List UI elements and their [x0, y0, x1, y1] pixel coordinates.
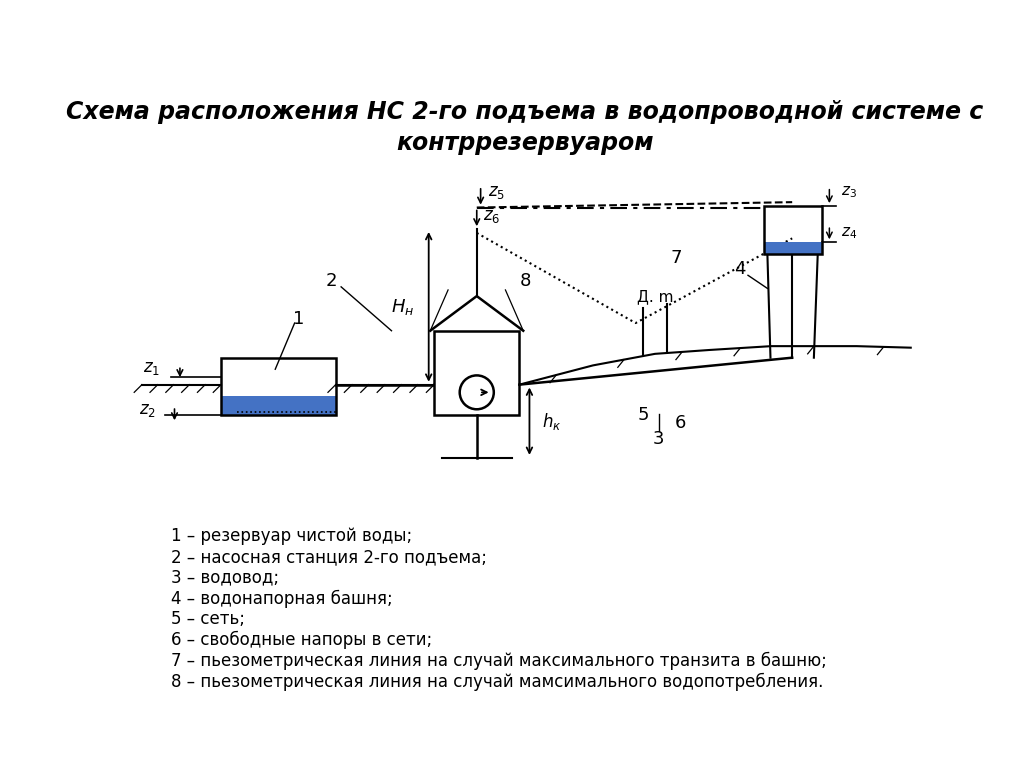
- Text: 3: 3: [653, 430, 665, 447]
- Text: 5: 5: [638, 407, 649, 424]
- Text: Схема расположения НС 2-го подъема в водопроводной системе с: Схема расположения НС 2-го подъема в вод…: [67, 100, 983, 123]
- Text: 5 – сеть;: 5 – сеть;: [171, 611, 245, 628]
- Text: $z_1$: $z_1$: [142, 359, 160, 377]
- Text: 6: 6: [675, 414, 686, 432]
- Text: 1: 1: [293, 310, 304, 328]
- Text: $h_к$: $h_к$: [542, 410, 561, 432]
- Text: $H_н$: $H_н$: [391, 297, 415, 317]
- Text: $z_4$: $z_4$: [841, 225, 857, 241]
- Text: 6 – свободные напоры в сети;: 6 – свободные напоры в сети;: [171, 631, 432, 650]
- Text: 4 – водонапорная башня;: 4 – водонапорная башня;: [171, 590, 392, 607]
- Text: 7: 7: [671, 249, 682, 267]
- Text: $z_6$: $z_6$: [483, 207, 501, 225]
- Text: 2: 2: [326, 272, 338, 290]
- Bar: [434, 331, 519, 416]
- Bar: [221, 357, 336, 416]
- Bar: [764, 206, 821, 254]
- Bar: [221, 397, 336, 416]
- Text: 8 – пьезометрическая линия на случай мамсимального водопотребления.: 8 – пьезометрическая линия на случай мам…: [171, 673, 823, 691]
- Text: контррезервуаром: контррезервуаром: [396, 130, 653, 154]
- Text: 1 – резервуар чистой воды;: 1 – резервуар чистой воды;: [171, 527, 412, 545]
- Bar: [764, 206, 821, 254]
- Text: 4: 4: [734, 260, 746, 278]
- Text: 3 – водовод;: 3 – водовод;: [171, 568, 279, 587]
- Bar: [764, 242, 821, 254]
- Text: 2 – насосная станция 2-го подъема;: 2 – насосная станция 2-го подъема;: [171, 548, 486, 566]
- Text: $z_3$: $z_3$: [841, 184, 857, 200]
- Text: $z_5$: $z_5$: [487, 183, 505, 202]
- Text: 8: 8: [519, 272, 530, 290]
- Text: 7 – пьезометрическая линия на случай максимального транзита в башню;: 7 – пьезометрическая линия на случай мак…: [171, 652, 826, 670]
- Text: $z_2$: $z_2$: [139, 401, 156, 419]
- Text: Д. m: Д. m: [637, 289, 673, 304]
